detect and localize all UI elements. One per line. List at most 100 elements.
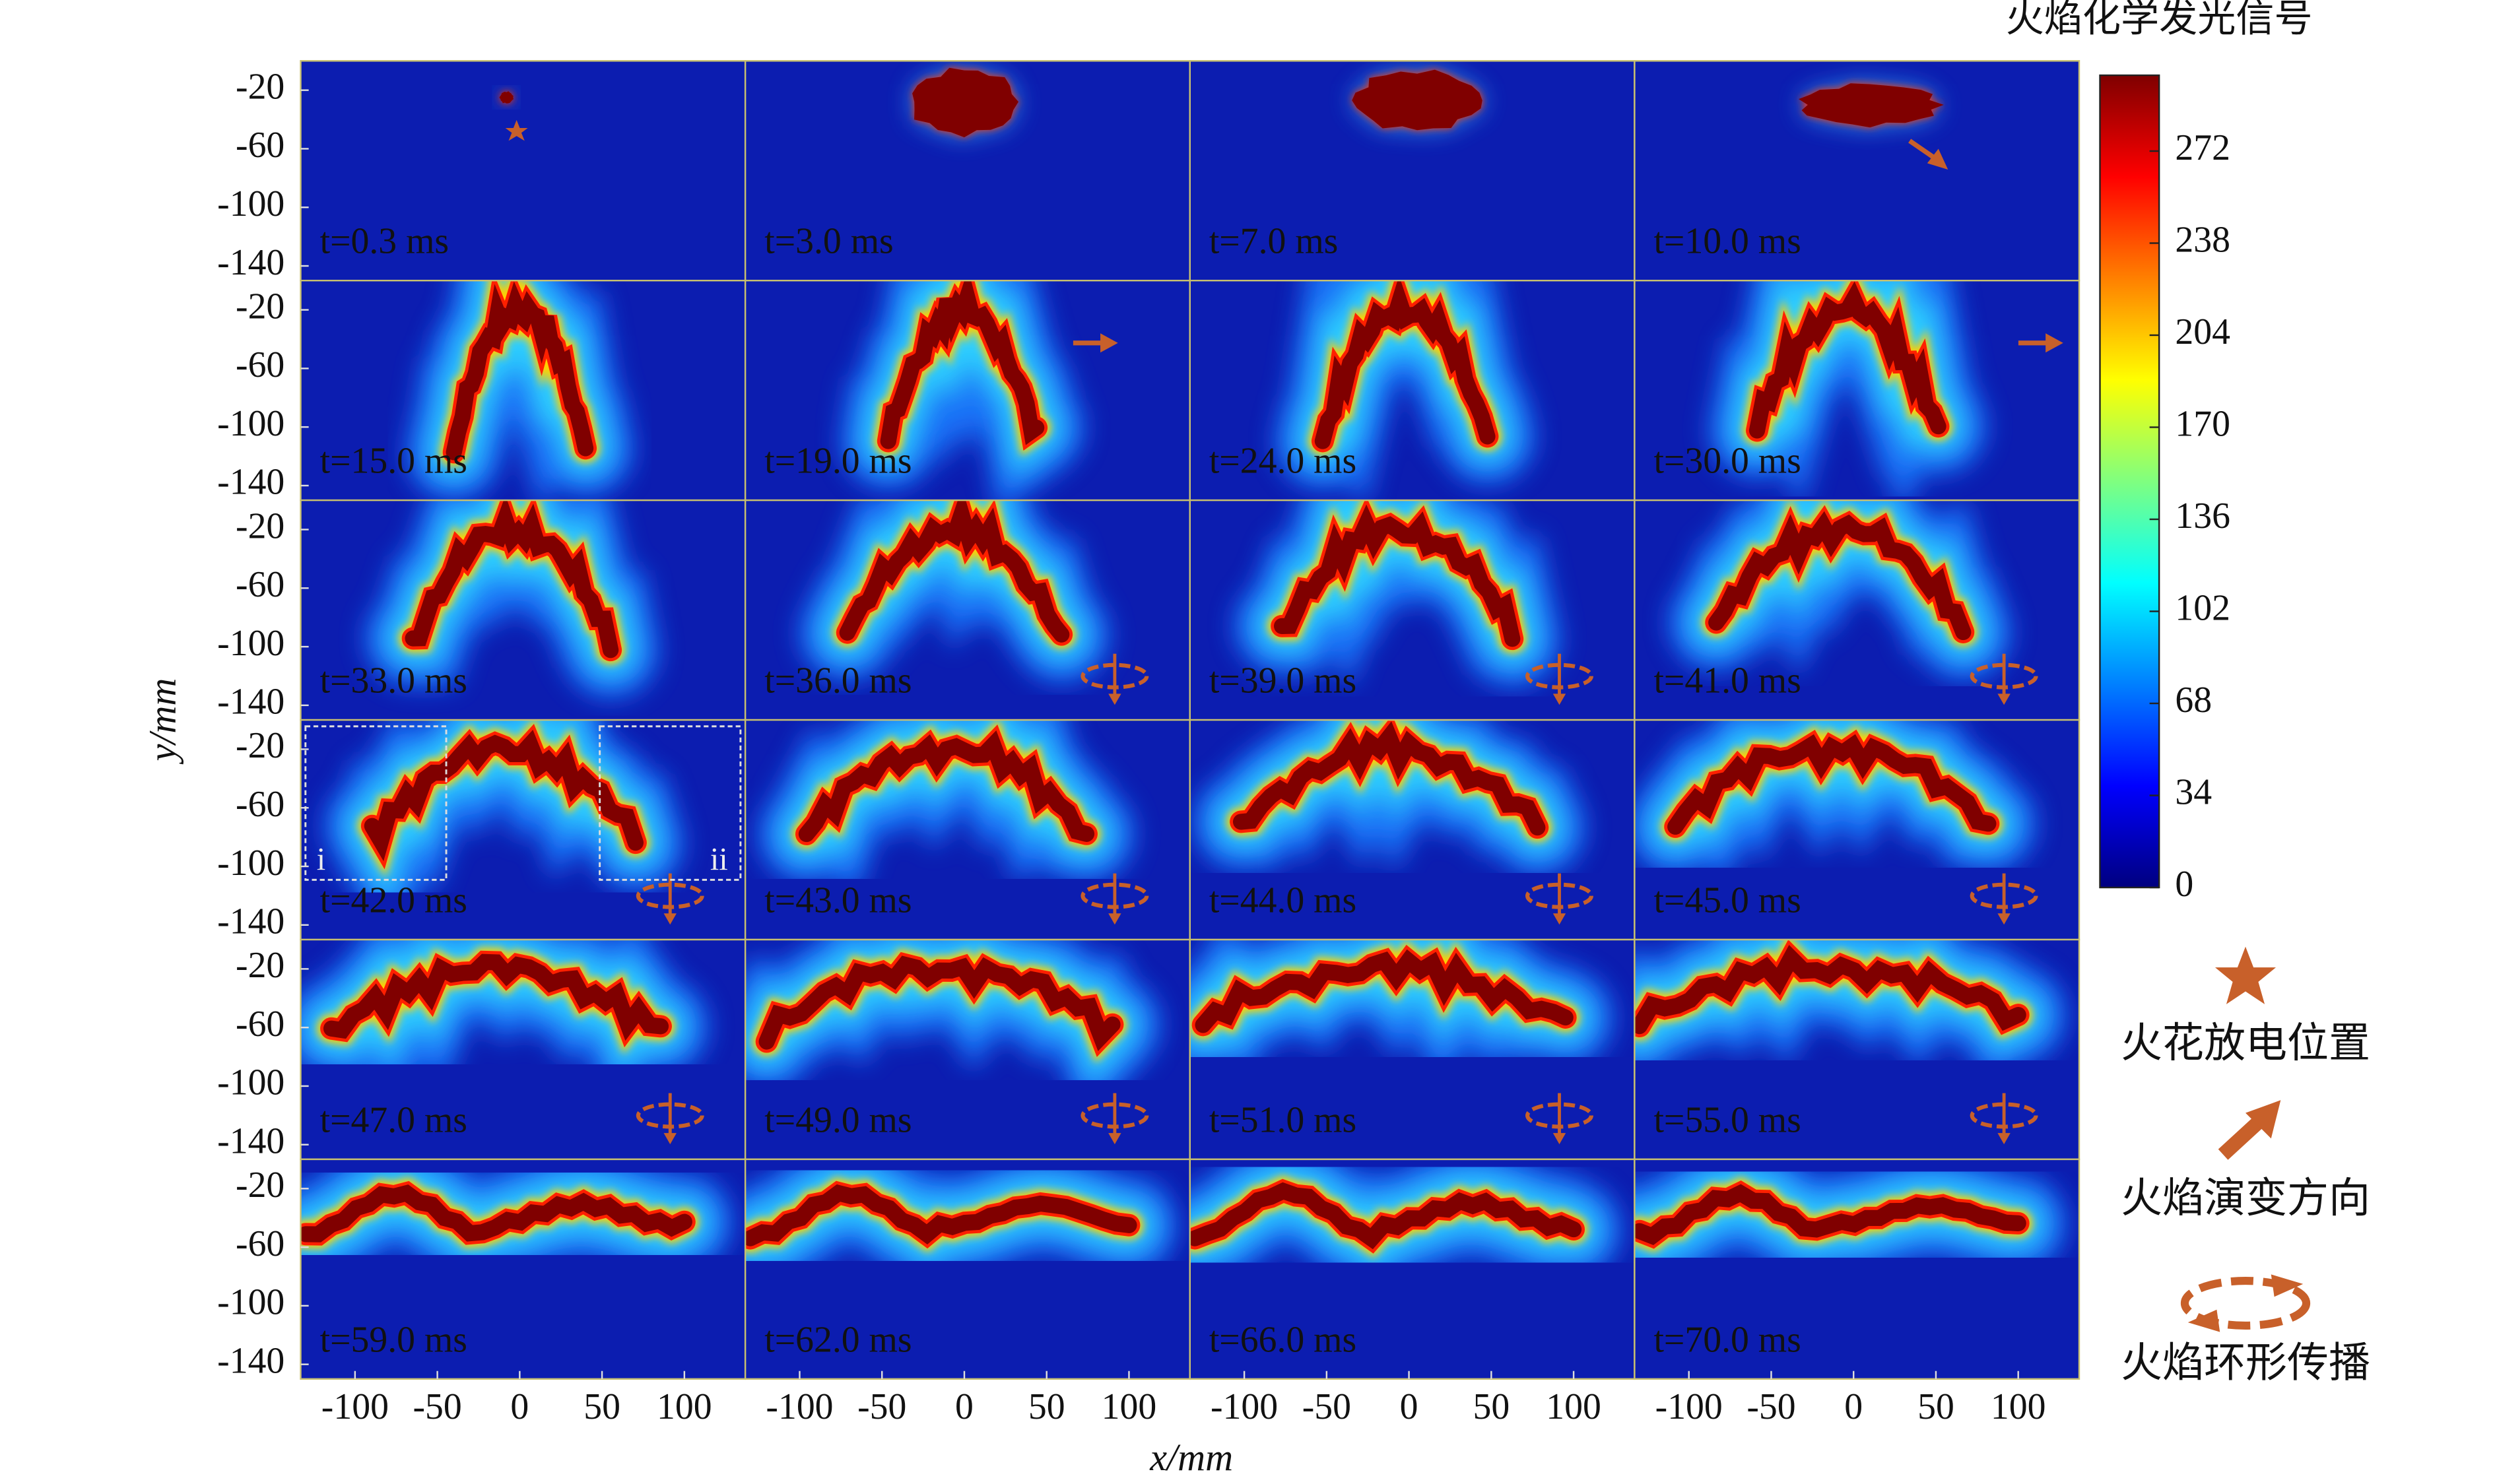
panel: t=41.0 ms <box>1634 499 2080 721</box>
y-tick-label: -100 <box>217 183 284 224</box>
panel-image <box>1634 720 2079 940</box>
panel: t=43.0 ms <box>744 719 1191 941</box>
y-tick-label: -140 <box>217 1121 284 1162</box>
panel-image <box>1189 1159 1635 1378</box>
x-tick-label: -50 <box>1302 1386 1351 1427</box>
panel: t=45.0 ms <box>1634 719 2080 941</box>
inset-box <box>599 725 742 881</box>
time-label: t=3.0 ms <box>764 221 894 262</box>
panel: t=47.0 ms <box>300 938 747 1161</box>
time-label: t=15.0 ms <box>320 441 467 482</box>
y-tick-label: -20 <box>236 505 284 546</box>
x-tick-label: -50 <box>857 1386 906 1427</box>
panel: t=30.0 ms <box>1634 279 2080 501</box>
panel-image <box>1189 280 1635 500</box>
inset-box <box>304 725 448 881</box>
panel-image <box>1189 500 1635 720</box>
y-tick-label: -20 <box>236 1165 284 1206</box>
y-tick-label: -100 <box>217 403 284 444</box>
x-tick-label: -100 <box>1211 1386 1278 1427</box>
flame-core <box>364 730 644 862</box>
x-axis-label: x/mm <box>1149 1436 1233 1479</box>
panel: t=44.0 ms <box>1189 719 1636 941</box>
y-tick-label: -60 <box>236 344 284 385</box>
time-label: t=36.0 ms <box>764 661 912 701</box>
panel: t=55.0 ms <box>1634 938 2080 1161</box>
panel: t=15.0 ms <box>300 279 747 501</box>
time-label: t=62.0 ms <box>764 1319 912 1360</box>
panel: t=10.0 ms <box>1634 60 2080 282</box>
panel-image <box>745 1159 1190 1378</box>
flame-core <box>1273 504 1521 647</box>
colorbar-tick-label: 34 <box>2175 771 2212 812</box>
colorbar-title: 火焰化学发光信号 <box>2006 0 2313 40</box>
y-tick-label: -140 <box>217 901 284 942</box>
panel-image <box>745 61 1190 280</box>
colorbar-tick-label: 204 <box>2175 311 2230 352</box>
y-tick-label: -60 <box>236 1004 284 1045</box>
y-tick-label: -60 <box>236 784 284 825</box>
y-tick-label: -60 <box>236 564 284 605</box>
time-label: t=19.0 ms <box>764 441 912 482</box>
y-tick-label: -100 <box>217 843 284 884</box>
panel-image <box>1634 939 2079 1159</box>
colorbar <box>2099 74 2160 889</box>
time-label: t=45.0 ms <box>1653 880 1801 921</box>
panel: t=42.0 msi ii <box>300 719 747 941</box>
time-label: t=0.3 ms <box>320 221 449 262</box>
ring-icon-head <box>1997 1133 2011 1145</box>
flame-core <box>1634 1184 2026 1245</box>
ring-icon-head <box>663 1133 677 1145</box>
panel-image <box>1189 720 1635 940</box>
x-tick-label: 50 <box>1028 1386 1065 1427</box>
x-tick-label: -100 <box>321 1386 389 1427</box>
flame-core <box>1232 721 1546 836</box>
flame-core <box>1708 511 1972 641</box>
x-tick-label: 100 <box>1546 1386 1601 1427</box>
time-label: t=33.0 ms <box>320 661 467 701</box>
y-tick-label: -20 <box>236 725 284 766</box>
panel-image <box>300 500 746 720</box>
y-tick-label: -140 <box>217 682 284 723</box>
panel: t=51.0 ms <box>1189 938 1636 1161</box>
panel-image <box>745 939 1190 1159</box>
direction-arrow-head <box>1100 333 1118 353</box>
panel: t=3.0 ms <box>744 60 1191 282</box>
panel: t=19.0 ms <box>744 279 1191 501</box>
time-label: t=41.0 ms <box>1653 661 1801 701</box>
x-tick-label: 100 <box>1102 1386 1157 1427</box>
panel: t=24.0 ms <box>1189 279 1636 501</box>
flame-core <box>1352 69 1482 131</box>
spark-star <box>505 119 528 141</box>
ring-icon-head <box>1108 1133 1121 1145</box>
legend-arrow <box>2218 1100 2281 1160</box>
flame-core <box>1195 949 1574 1033</box>
x-tick-label: -50 <box>1746 1386 1795 1427</box>
colorbar-tick-label: 272 <box>2175 127 2230 168</box>
flame-core <box>300 1184 692 1242</box>
flame-core <box>405 500 619 659</box>
panel: t=49.0 ms <box>744 938 1191 1161</box>
x-tick-label: 50 <box>1473 1386 1510 1427</box>
ring-icon-head <box>1997 694 2011 705</box>
colorbar-tick-label: 170 <box>2175 403 2230 444</box>
ring-icon-head <box>1108 913 1121 925</box>
panel-image <box>1634 500 2079 720</box>
time-label: t=59.0 ms <box>320 1319 467 1360</box>
x-tick-label: 50 <box>1917 1386 1954 1427</box>
y-tick-label: -100 <box>217 623 284 664</box>
time-label: t=42.0 ms <box>320 880 467 921</box>
flame-core <box>1634 945 2026 1035</box>
colorbar-tick-label: 102 <box>2175 587 2230 628</box>
panel-image <box>1634 1159 2079 1378</box>
y-tick-label: -20 <box>236 945 284 986</box>
ring-icon-head <box>663 913 677 925</box>
flame-core <box>1667 734 1997 835</box>
x-tick-label: 0 <box>955 1386 974 1427</box>
flame-core <box>912 67 1019 138</box>
flame-core <box>499 91 514 104</box>
y-tick-label: -140 <box>217 242 284 283</box>
panel: t=39.0 ms <box>1189 499 1636 721</box>
x-tick-label: -100 <box>1655 1386 1723 1427</box>
